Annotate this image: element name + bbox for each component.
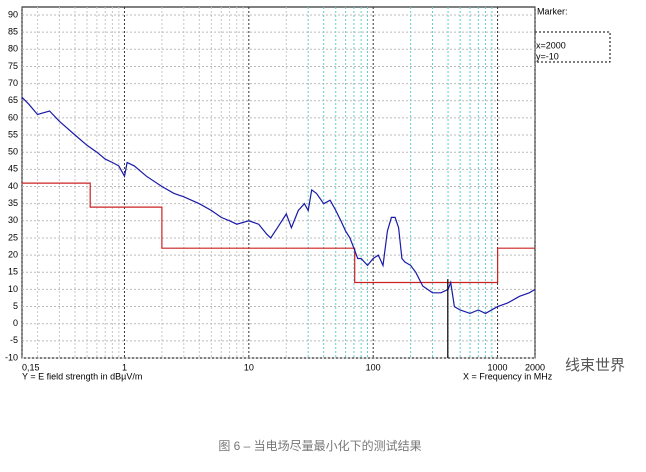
x-tick-label: 0,15 <box>22 362 40 372</box>
watermark: 线束世界 <box>565 357 625 374</box>
y-tick-label: 90 <box>8 9 18 19</box>
y-tick-label: 35 <box>8 198 18 208</box>
y-tick-label: 75 <box>8 61 18 71</box>
x-tick-label: 10 <box>244 362 254 372</box>
y-tick-label: 5 <box>13 301 18 311</box>
x-axis-label: X = Frequency in MHz <box>463 371 553 381</box>
y-tick-label: 30 <box>8 215 18 225</box>
x-tick-label: 100 <box>366 362 381 372</box>
marker-box <box>522 31 611 63</box>
marker-y: y=-10 <box>536 51 559 61</box>
x-tick-label: 1 <box>122 362 127 372</box>
plot-area <box>21 6 536 359</box>
y-tick-label: 0 <box>13 318 18 328</box>
y-tick-label: 10 <box>8 284 18 294</box>
y-tick-label: 25 <box>8 232 18 242</box>
x-tick-label: 2000 <box>525 362 545 372</box>
y-tick-label: 65 <box>8 95 18 105</box>
y-axis-label: Y = E field strength in dBµV/m <box>22 371 142 381</box>
data-line <box>22 182 535 284</box>
marker-title: Marker: <box>537 6 568 16</box>
y-tick-label: -5 <box>10 335 18 345</box>
y-tick-label: 50 <box>8 147 18 157</box>
y-tick-label: 45 <box>8 164 18 174</box>
caption: 图 6 – 当电场尽量最小化下的测试结果 <box>218 438 421 453</box>
x-tick-label: 1000 <box>488 362 508 372</box>
y-tick-label: 80 <box>8 44 18 54</box>
y-tick-label: 70 <box>8 78 18 88</box>
y-tick-label: 85 <box>8 27 18 37</box>
y-tick-label: 20 <box>8 249 18 259</box>
data-line <box>21 96 536 315</box>
marker-x: x=2000 <box>536 40 566 50</box>
y-tick-label: -10 <box>5 352 18 362</box>
y-tick-label: 40 <box>8 181 18 191</box>
y-tick-label: 15 <box>8 267 18 277</box>
y-tick-label: 55 <box>8 129 18 139</box>
y-tick-label: 60 <box>8 112 18 122</box>
